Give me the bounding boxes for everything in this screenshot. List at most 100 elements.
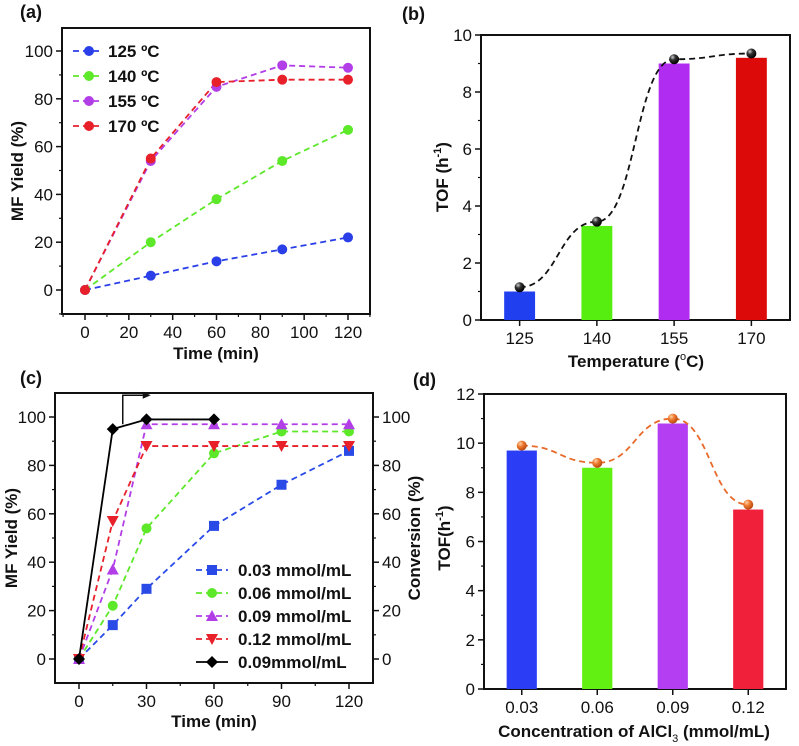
panel-b-overlay-line	[519, 52, 752, 289]
panel-b-marks	[504, 48, 767, 321]
panel-a-data-point	[80, 285, 90, 295]
panel-c-right-y-tick-label: 60	[382, 505, 401, 524]
panel-b-x-tick-label: 140	[583, 329, 611, 348]
panel-c-data-point	[106, 563, 119, 575]
panel-c-data-point	[140, 413, 153, 426]
panel-a-x-tick-label: 100	[290, 323, 318, 342]
panel-b-y-tick-label: 4	[463, 197, 472, 216]
panel-a-series-line	[84, 129, 349, 291]
panel-c-right-y-tick-label: 0	[382, 650, 391, 669]
panel-c-series-line	[78, 423, 349, 660]
panel-b-y-tick-label: 6	[463, 140, 472, 159]
panel-a-y-tick-label: 80	[34, 90, 53, 109]
panel-b-bar	[504, 291, 536, 320]
panel-c-data-point	[141, 523, 152, 534]
panel-a-legend-label: 140 ºC	[108, 67, 160, 86]
panel-c-series-line	[78, 450, 350, 660]
panel-d-x-tick-label: 0.03	[505, 698, 538, 717]
panel-a-legend-label: 125 ºC	[108, 42, 160, 61]
panel-c-data-point	[208, 413, 220, 426]
panel-c-data-point	[107, 620, 118, 631]
panel-a-series-line	[84, 78, 348, 291]
panel-c-legend-label: 0.06 mmol/mL	[238, 584, 351, 603]
panel-d-bar	[657, 423, 688, 689]
panel-a-y-tick-label: 60	[34, 138, 53, 157]
panel-b-x-axis-title: Temperature (oC)	[568, 351, 704, 371]
panel-d-overlay-point	[592, 457, 603, 468]
panel-d-label: (d)	[413, 370, 436, 390]
panel-d-x-tick-label: 0.12	[732, 698, 765, 717]
panel-d-x-tick-label: 0.09	[656, 698, 689, 717]
panel-a-chart: (a) 0 20 40 60 80 100 0 20 40 60 80 100 120 125 ºC 14…	[8, 2, 371, 363]
panel-a-axes: 0 20 40 60 80 100 0 20 40 60 80 100 120	[25, 27, 371, 342]
panel-d-y-tick-label: 12	[456, 385, 475, 404]
panel-c-legend-marker	[206, 634, 218, 645]
panel-a-x-tick-label: 80	[251, 323, 270, 342]
panel-b-y-tick-label: 8	[463, 83, 472, 102]
panel-c-y-tick-label: 100	[18, 408, 46, 427]
panel-a-data-point	[343, 62, 353, 73]
panel-a-data-point	[277, 155, 288, 166]
panel-a-data-point	[145, 237, 156, 248]
panel-a-legend: 125 ºC 140 ºC 155 ºC 170 ºC	[73, 42, 160, 136]
panel-b-overlay-point	[591, 216, 602, 227]
panel-c-y-tick-label: 60	[27, 505, 46, 524]
panel-c-x-tick-label: 90	[272, 692, 291, 711]
panel-a-x-tick-label: 120	[334, 323, 362, 342]
panel-a-x-tick-label: 0	[80, 323, 89, 342]
panel-d-bar	[733, 509, 764, 689]
panel-c-data-point	[343, 418, 355, 430]
panel-c-marks	[73, 391, 355, 665]
panel-a-legend-marker	[84, 46, 94, 56]
panel-d-overlay-point	[667, 413, 678, 424]
panel-c-legend-label: 0.09mmol/mL	[238, 653, 347, 672]
panel-c-y-tick-label: 80	[27, 456, 46, 475]
panel-c-data-point	[275, 418, 288, 430]
panel-c-data-point	[73, 653, 85, 665]
panel-b-axes: 0 2 4 6 8 10 125 140 155 170	[453, 26, 791, 348]
panel-d-overlay-line	[521, 417, 749, 506]
panel-b-overlay-point	[514, 282, 525, 293]
panel-c-series-line	[78, 445, 349, 660]
panel-b-bar	[658, 63, 690, 320]
panel-c-right-y-tick-label: 100	[382, 408, 410, 427]
panel-d-y-tick-label: 0	[466, 680, 475, 699]
panel-c-y-tick-label: 40	[27, 553, 46, 572]
panel-d-overlay-point	[743, 499, 754, 510]
panel-c-data-point	[140, 441, 153, 453]
panel-a-data-point	[277, 60, 288, 71]
panel-c-legend-marker	[206, 656, 218, 668]
panel-c-x-axis-title: Time (min)	[171, 712, 257, 731]
panel-a-x-axis-title: Time (min)	[173, 344, 259, 363]
panel-c-right-y-tick-label: 20	[382, 602, 401, 621]
panel-c-legend-marker	[207, 565, 217, 575]
panel-a-data-point	[277, 74, 288, 85]
panel-a-data-point	[211, 194, 222, 205]
panel-c-arrow-annotation	[122, 394, 145, 425]
panel-b-x-tick-label: 125	[505, 329, 533, 348]
panel-a-label: (a)	[20, 2, 42, 22]
panel-a-y-axis-title: MF Yield (%)	[8, 121, 27, 221]
panel-c-right-y-tick-label: 40	[382, 553, 401, 572]
panel-c-axes: 0 20 40 60 80 100 0 20 40 60 80 100 0 30 60 90 120	[18, 392, 410, 711]
panel-c-legend-marker	[206, 610, 218, 621]
panel-a-data-point	[211, 256, 222, 267]
panel-c-data-point	[208, 441, 220, 453]
panel-d-marks	[506, 413, 764, 689]
panel-c-legend: 0.03 mmol/mL 0.06 mmol/mL 0.09 mmol/mL 0.12…	[196, 561, 351, 672]
panel-d-bar	[506, 450, 537, 689]
panel-c-y-tick-label: 20	[27, 602, 46, 621]
panel-a-data-point	[343, 74, 353, 85]
panel-c-data-point	[107, 600, 118, 611]
panel-c-data-point	[106, 516, 119, 528]
panel-a-y-tick-label: 100	[25, 42, 53, 61]
panel-c-y-axis-title: MF Yield (%)	[2, 488, 21, 588]
panel-a-legend-marker	[84, 96, 94, 106]
panel-a-marks	[80, 60, 353, 295]
panel-c-chart: (c) 0 20 40 60 80 100 0 20 40 60 80 100 0 30 60 90 120 0…	[2, 368, 424, 731]
panel-c-x-tick-label: 60	[205, 692, 224, 711]
panel-c-x-tick-label: 30	[137, 692, 156, 711]
panel-c-legend-label: 0.09 mmol/mL	[238, 607, 351, 626]
panel-c-data-point	[209, 448, 219, 459]
